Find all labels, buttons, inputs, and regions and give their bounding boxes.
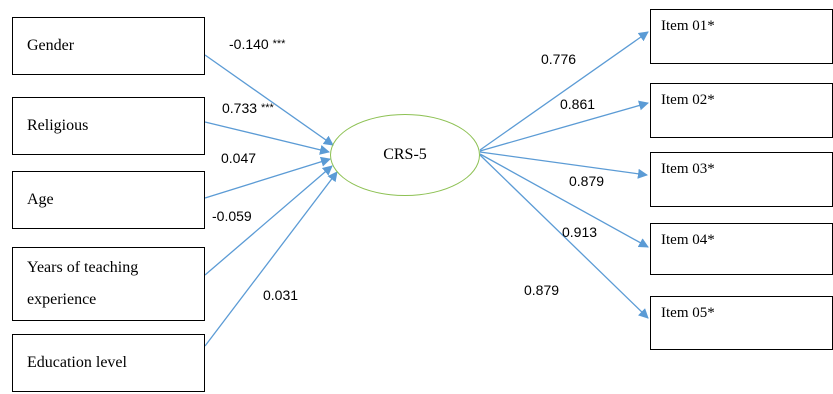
arrow-crs-to-item03	[479, 151, 648, 179]
predictor-years-label-line1: Years of teaching	[27, 259, 139, 276]
arrow-religious-to-crs	[204, 121, 330, 155]
coef-education-value: 0.031	[263, 287, 299, 303]
loading-item-05: 0.879	[524, 282, 560, 298]
arrow-crs-to-item01	[479, 31, 649, 151]
arrow-education-to-crs	[204, 171, 338, 347]
predictor-years-of-teaching-experience: Years of teaching experience	[12, 247, 205, 321]
coef-gender: -0.140 ***	[229, 36, 285, 52]
arrow-age-to-crs	[204, 156, 331, 199]
item-02: Item 02*	[650, 83, 833, 138]
loading-item-01: 0.776	[541, 51, 577, 67]
arrow-gender-to-crs	[204, 54, 334, 146]
predictor-gender: Gender	[12, 17, 205, 75]
loading-item-03: 0.879	[569, 173, 605, 189]
construct-crs-5: CRS-5	[330, 114, 480, 196]
item-04-label: Item 04*	[661, 232, 715, 248]
predictor-religious: Religious	[12, 97, 205, 155]
predictor-education-label: Education level	[27, 354, 127, 371]
coef-religious-sig: ***	[260, 102, 274, 114]
coef-religious: 0.733 ***	[222, 100, 274, 116]
predictor-education-level: Education level	[12, 334, 205, 392]
coef-years: -0.059	[212, 208, 252, 224]
predictor-years-label-line2: experience	[27, 291, 97, 308]
predictor-age-label: Age	[27, 191, 54, 208]
predictor-gender-label: Gender	[27, 37, 75, 54]
item-01: Item 01*	[650, 9, 833, 64]
predictor-age: Age	[12, 171, 205, 229]
loading-item-02: 0.861	[560, 96, 596, 112]
coef-age-value: 0.047	[221, 150, 257, 166]
item-02-label: Item 02*	[661, 92, 715, 108]
arrow-years-to-crs	[204, 165, 333, 276]
coef-gender-sig: ***	[272, 38, 286, 50]
construct-label: CRS-5	[383, 146, 427, 163]
coef-religious-value: 0.733	[222, 100, 258, 116]
item-05: Item 05*	[650, 296, 833, 350]
coef-education: 0.031	[263, 287, 298, 303]
item-03-label: Item 03*	[661, 161, 715, 177]
predictor-religious-label: Religious	[27, 117, 89, 134]
item-05-label: Item 05*	[661, 305, 715, 321]
arrow-crs-to-item02	[479, 100, 649, 152]
loading-item-04: 0.913	[562, 224, 598, 240]
arrow-crs-to-item05	[479, 154, 649, 319]
coef-years-value: -0.059	[212, 208, 252, 224]
item-04: Item 04*	[650, 223, 833, 275]
arrow-crs-to-item04	[479, 153, 649, 248]
item-01-label: Item 01*	[661, 18, 715, 34]
item-03: Item 03*	[650, 152, 833, 207]
coef-gender-value: -0.140	[229, 36, 269, 52]
coef-age: 0.047	[221, 150, 256, 166]
